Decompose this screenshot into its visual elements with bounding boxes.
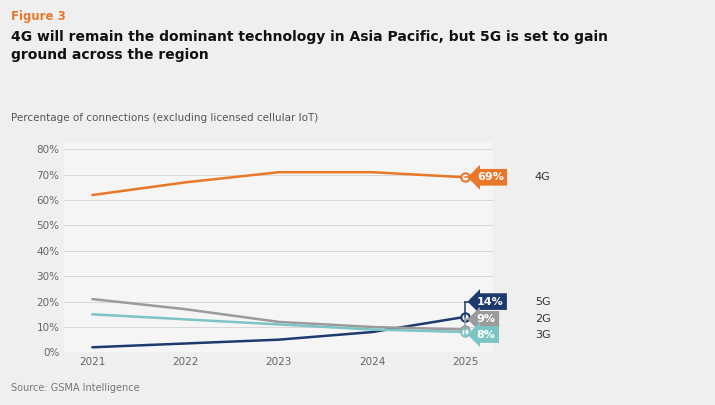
Text: 2G: 2G: [535, 314, 551, 324]
Text: 3G: 3G: [535, 330, 551, 339]
Text: Figure 3: Figure 3: [11, 10, 66, 23]
Text: 4G will remain the dominant technology in Asia Pacific, but 5G is set to gain
gr: 4G will remain the dominant technology i…: [11, 30, 608, 62]
Text: 14%: 14%: [477, 296, 503, 307]
Text: 9%: 9%: [477, 314, 495, 324]
Text: Percentage of connections (excluding licensed cellular IoT): Percentage of connections (excluding lic…: [11, 113, 318, 124]
Text: Source: GSMA Intelligence: Source: GSMA Intelligence: [11, 383, 139, 393]
Text: 5G: 5G: [535, 296, 551, 307]
Text: 4G: 4G: [535, 172, 551, 182]
Text: 69%: 69%: [477, 172, 503, 182]
Text: 8%: 8%: [477, 330, 495, 339]
